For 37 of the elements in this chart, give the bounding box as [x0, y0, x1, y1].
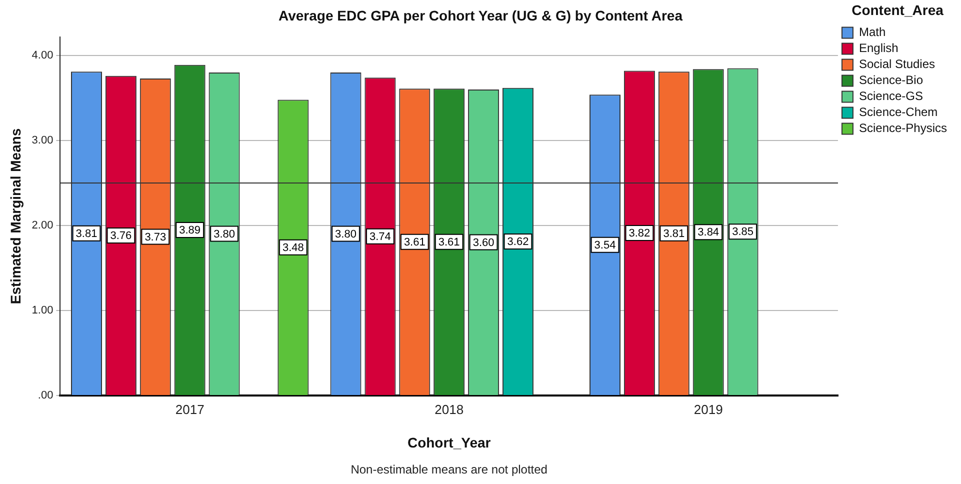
data-label: 3.61	[404, 236, 426, 248]
y-tick-label: 2.00	[32, 220, 54, 232]
legend-label: English	[858, 41, 898, 56]
data-label: 3.76	[110, 230, 132, 242]
data-label: 3.82	[628, 227, 650, 240]
y-tick-label: 4.00	[32, 50, 54, 62]
chart-title: Average EDC GPA per Cohort Year (UG & G) by Content Area	[278, 7, 683, 24]
data-label: 3.48	[282, 242, 304, 254]
legend-label: Social Studies	[858, 57, 936, 72]
y-tick-label: 1.00	[32, 304, 54, 317]
data-label: 3.62	[507, 236, 529, 248]
legend-label: Science-Bio	[858, 73, 924, 88]
data-label: 3.89	[179, 224, 201, 237]
text: Non-estimable means are not plotted	[350, 462, 548, 476]
data-label: 3.81	[663, 228, 685, 240]
data-label: 3.60	[472, 236, 494, 249]
data-label: 3.80	[214, 228, 235, 240]
data-label: 3.73	[144, 231, 166, 244]
legend-label: Science-Chem	[858, 105, 938, 120]
data-label: 3.84	[698, 226, 720, 239]
legend-label: Science-GS	[858, 89, 923, 104]
data-label: 3.85	[732, 226, 754, 238]
legend-title: Content_Area	[852, 2, 944, 18]
data-label: 3.54	[594, 239, 616, 252]
x-axis-title: Cohort_Year	[407, 434, 492, 450]
data-label: 3.74	[369, 230, 391, 243]
data-label: 3.81	[76, 228, 98, 240]
legend-label: Science-Physics	[858, 121, 947, 136]
x-tick-label: 2018	[434, 402, 464, 417]
x-tick-label: 2019	[694, 402, 723, 417]
x-tick-label: 2017	[175, 402, 204, 417]
data-label: 3.80	[335, 228, 356, 240]
y-tick-label: .00	[38, 390, 54, 402]
y-tick-label: 3.00	[32, 134, 54, 147]
y-axis-title: Estimated Marginal Means	[7, 128, 24, 304]
data-label: 3.61	[438, 236, 460, 248]
legend-label: Math	[858, 25, 886, 40]
